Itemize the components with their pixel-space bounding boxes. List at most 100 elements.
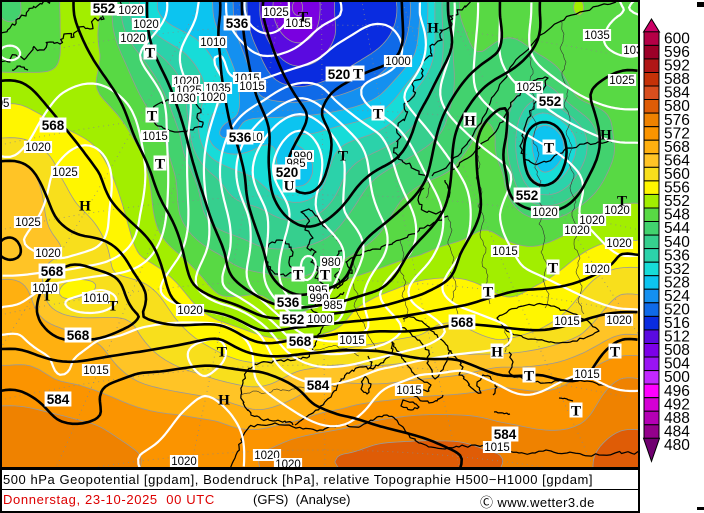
svg-text:1020: 1020: [604, 205, 630, 217]
svg-text:560: 560: [664, 166, 690, 183]
svg-text:584: 584: [307, 378, 330, 393]
svg-text:552: 552: [93, 1, 116, 16]
svg-text:580: 580: [664, 98, 690, 115]
svg-text:T: T: [617, 194, 627, 210]
svg-text:544: 544: [664, 220, 690, 237]
svg-text:1025: 1025: [15, 217, 41, 229]
svg-text:1010: 1010: [32, 283, 58, 295]
svg-text:1015: 1015: [574, 369, 600, 381]
svg-text:1020: 1020: [200, 92, 226, 104]
svg-text:1015: 1015: [285, 18, 311, 30]
svg-text:1025: 1025: [52, 167, 78, 179]
svg-text:568: 568: [664, 139, 690, 156]
svg-text:T: T: [338, 149, 348, 165]
svg-text:H: H: [79, 199, 91, 215]
svg-text:520: 520: [276, 165, 299, 180]
svg-text:1010: 1010: [83, 293, 109, 305]
svg-text:1025: 1025: [263, 7, 289, 19]
svg-text:536: 536: [277, 295, 300, 310]
svg-text:584: 584: [47, 392, 70, 407]
svg-text:T: T: [524, 369, 534, 385]
svg-text:500: 500: [664, 369, 690, 386]
svg-text:568: 568: [41, 264, 64, 279]
svg-text:1020: 1020: [171, 456, 197, 468]
svg-text:T: T: [610, 345, 620, 361]
svg-text:552: 552: [664, 193, 690, 210]
svg-text:1015: 1015: [239, 81, 265, 93]
svg-text:552: 552: [516, 188, 539, 203]
svg-text:512: 512: [664, 329, 690, 346]
svg-text:U: U: [284, 179, 295, 195]
svg-text:1015: 1015: [554, 316, 580, 328]
svg-text:504: 504: [664, 356, 690, 373]
svg-text:492: 492: [664, 396, 690, 413]
svg-text:576: 576: [664, 112, 690, 129]
svg-text:488: 488: [664, 410, 690, 427]
svg-text:532: 532: [664, 261, 690, 278]
svg-text:552: 552: [539, 94, 562, 109]
svg-text:552: 552: [282, 312, 305, 327]
svg-text:1020: 1020: [254, 450, 280, 462]
svg-text:1010: 1010: [200, 37, 226, 49]
svg-text:516: 516: [664, 315, 690, 332]
svg-text:1000: 1000: [307, 314, 333, 326]
svg-text:980: 980: [321, 257, 340, 269]
svg-text:1020: 1020: [584, 264, 610, 276]
svg-text:548: 548: [664, 207, 690, 224]
svg-text:1015: 1015: [339, 335, 365, 347]
svg-text:1000: 1000: [385, 56, 411, 68]
svg-text:520: 520: [328, 67, 351, 82]
svg-text:536: 536: [229, 130, 252, 145]
svg-text:540: 540: [664, 234, 690, 251]
svg-text:588: 588: [664, 71, 690, 88]
svg-text:T: T: [548, 261, 558, 277]
svg-text:1015: 1015: [142, 131, 168, 143]
svg-text:592: 592: [664, 58, 690, 75]
svg-text:T: T: [42, 289, 52, 305]
svg-text:524: 524: [664, 288, 690, 305]
svg-text:508: 508: [664, 342, 690, 359]
svg-text:05: 05: [0, 98, 9, 110]
svg-text:T: T: [145, 46, 155, 62]
svg-text:H: H: [600, 128, 612, 144]
svg-text:1015: 1015: [83, 365, 109, 377]
svg-text:484: 484: [664, 424, 690, 441]
svg-text:1020: 1020: [118, 5, 144, 17]
svg-text:T: T: [217, 345, 227, 361]
svg-text:1020: 1020: [564, 225, 590, 237]
svg-text:H: H: [218, 393, 230, 409]
svg-text:T: T: [353, 67, 363, 83]
svg-text:1025: 1025: [516, 82, 542, 94]
svg-text:T: T: [483, 285, 493, 301]
svg-text:1015: 1015: [492, 246, 518, 258]
svg-text:1035: 1035: [584, 30, 610, 42]
svg-text:556: 556: [664, 180, 690, 197]
svg-text:568: 568: [451, 315, 474, 330]
svg-text:568: 568: [42, 118, 65, 133]
svg-text:480: 480: [664, 437, 690, 454]
svg-text:T: T: [544, 141, 554, 157]
svg-text:564: 564: [664, 152, 690, 169]
svg-text:600: 600: [664, 31, 690, 48]
svg-text:1020: 1020: [606, 315, 632, 327]
svg-text:568: 568: [67, 328, 90, 343]
svg-text:H: H: [427, 21, 439, 37]
svg-text:1030: 1030: [170, 93, 196, 105]
svg-text:528: 528: [664, 274, 690, 291]
svg-text:T: T: [571, 404, 581, 420]
svg-text:T: T: [108, 299, 118, 315]
svg-text:1020: 1020: [532, 207, 558, 219]
svg-text:1020: 1020: [177, 305, 203, 317]
svg-text:1020: 1020: [25, 142, 51, 154]
svg-text:584: 584: [664, 85, 690, 102]
svg-text:1015: 1015: [484, 442, 510, 454]
svg-text:568: 568: [289, 334, 312, 349]
svg-text:T: T: [373, 107, 383, 123]
svg-text:536: 536: [664, 247, 690, 264]
svg-text:1020: 1020: [35, 248, 61, 260]
svg-text:596: 596: [664, 44, 690, 61]
svg-text:1015: 1015: [396, 385, 422, 397]
svg-text:T: T: [147, 109, 157, 125]
svg-text:T: T: [320, 268, 330, 284]
svg-text:985: 985: [323, 300, 342, 312]
